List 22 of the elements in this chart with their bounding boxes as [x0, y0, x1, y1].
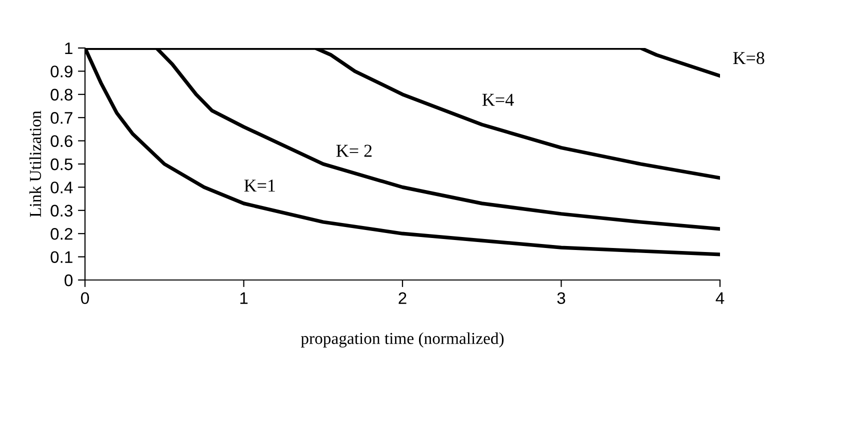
y-tick-label: 0.5: [50, 158, 72, 170]
y-tick-label: 0.4: [50, 182, 73, 194]
y-tick-label: 0.3: [50, 204, 72, 217]
y-axis-title: Link Utilization: [29, 110, 42, 217]
y-tick-label: 0.1: [50, 251, 72, 264]
series-label: K=1: [244, 180, 275, 192]
x-tick-label: 1: [240, 292, 248, 304]
x-tick-label: 4: [716, 292, 724, 304]
y-tick-label: 0.2: [50, 228, 72, 240]
x-axis-title: propagation time (normalized): [300, 332, 504, 348]
y-tick-label: 0.7: [50, 112, 72, 124]
y-tick-label: 0.6: [50, 135, 72, 148]
x-tick-label: 3: [557, 292, 566, 304]
x-tick-label: 2: [398, 292, 406, 304]
series-label: K=4: [482, 94, 514, 106]
y-tick-label: 0.8: [50, 88, 72, 101]
series-label: K=8: [733, 52, 764, 64]
series-label: K= 2: [336, 144, 372, 157]
x-tick-label: 0: [81, 292, 89, 304]
y-tick-label: 0: [64, 274, 73, 286]
y-tick-label: 0.9: [50, 66, 72, 78]
y-tick-label: 1: [65, 42, 72, 54]
